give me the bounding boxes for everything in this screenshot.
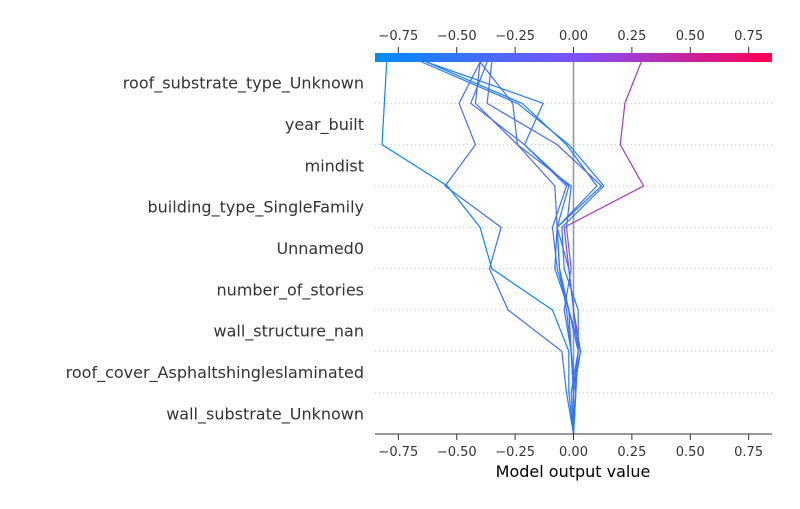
- top-tick-label: 0.00: [559, 29, 588, 44]
- feature-label: wall_substrate_Unknown: [166, 404, 364, 424]
- feature-label: roof_substrate_type_Unknown: [123, 74, 364, 94]
- feature-label: building_type_SingleFamily: [148, 198, 365, 218]
- bottom-axis: −0.75 −0.50 −0.25 0.00 0.25 0.50 0.75: [378, 434, 763, 460]
- bottom-tick-label: −0.25: [495, 445, 535, 460]
- feature-labels: roof_substrate_type_Unknown year_builtmin…: [66, 74, 364, 425]
- decision-path: [470, 61, 579, 434]
- bottom-tick-label: 0.25: [617, 445, 646, 460]
- x-axis-title: Model output value: [496, 462, 651, 481]
- top-tick-label: −0.50: [437, 29, 477, 44]
- bottom-tick-label: 0.50: [676, 445, 705, 460]
- feature-label: roof_cover_Asphaltshingleslaminated: [66, 363, 364, 383]
- feature-label: year_built: [285, 115, 364, 135]
- decision-path: [381, 61, 575, 435]
- top-axis: −0.75 −0.50 −0.25 0.00 0.25 0.50 0.75: [378, 29, 763, 53]
- feature-label: Unnamed0: [276, 239, 364, 258]
- top-tick-label: 0.75: [734, 29, 763, 44]
- top-tick-label: −0.75: [378, 29, 418, 44]
- decision-path: [479, 61, 577, 435]
- top-tick-label: 0.50: [676, 29, 705, 44]
- bottom-tick-label: 0.75: [734, 445, 763, 460]
- feature-label: number_of_stories: [217, 280, 364, 300]
- decision-path: [426, 61, 575, 434]
- decision-path: [486, 61, 603, 435]
- bottom-tick-label: 0.00: [559, 445, 588, 460]
- decision-paths: [381, 61, 645, 435]
- colorbar: [375, 53, 772, 62]
- bottom-tick-label: −0.50: [437, 445, 477, 460]
- feature-label: mindist: [305, 156, 364, 175]
- top-tick-label: −0.25: [495, 29, 535, 44]
- bottom-tick-label: −0.75: [378, 445, 418, 460]
- feature-label: wall_structure_nan: [214, 322, 364, 342]
- decision-path: [474, 61, 575, 434]
- decision-path: [444, 61, 575, 435]
- top-tick-label: 0.25: [617, 29, 646, 44]
